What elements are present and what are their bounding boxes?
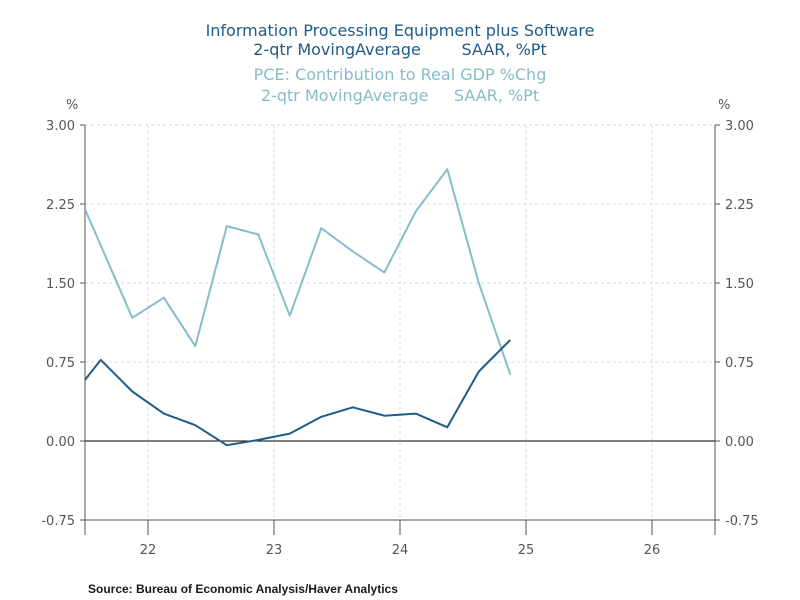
source-note: Source: Bureau of Economic Analysis/Have… [88,582,398,596]
x-tick-label: 26 [644,543,661,558]
left-y-tick-label: 0.75 [46,356,75,371]
right-y-tick-label: 0.00 [725,435,754,450]
series-line-1 [85,339,512,447]
x-tick-label: 24 [392,543,409,558]
right-axis-unit: % [718,98,731,113]
series-line-2 [85,168,512,375]
x-tick-label: 23 [266,543,283,558]
chart-title-line-2: 2-qtr MovingAverage SAAR, %Pt [253,40,547,59]
left-y-tick-label: 2.25 [46,198,75,213]
chart-subtitle-line-2: 2-qtr MovingAverage SAAR, %Pt [260,86,540,105]
right-y-tick-label: 1.50 [725,277,754,292]
x-tick-label: 25 [518,543,535,558]
left-y-tick-label: 1.50 [46,277,75,292]
tick-label-layer: 3.00 3.00 2.25 2.25 1.50 1.50 0.75 0.75 0.00 0.00… [41,119,758,558]
series-layer [85,168,512,447]
right-y-tick-label: 2.25 [725,198,754,213]
x-tick-label: 22 [140,543,157,558]
left-axis-unit: % [66,98,79,113]
left-y-tick-label: 0.00 [46,435,75,450]
chart-title-line-1: Information Processing Equipment plus So… [205,21,595,40]
right-y-tick-label: 3.00 [725,119,754,134]
chart-subtitle-line-1: PCE: Contribution to Real GDP %Chg [253,65,547,84]
left-y-tick-label: -0.75 [41,514,75,529]
right-y-tick-label: -0.75 [725,514,759,529]
axis-layer [80,124,720,535]
left-y-tick-label: 3.00 [46,119,75,134]
right-y-tick-label: 0.75 [725,356,754,371]
